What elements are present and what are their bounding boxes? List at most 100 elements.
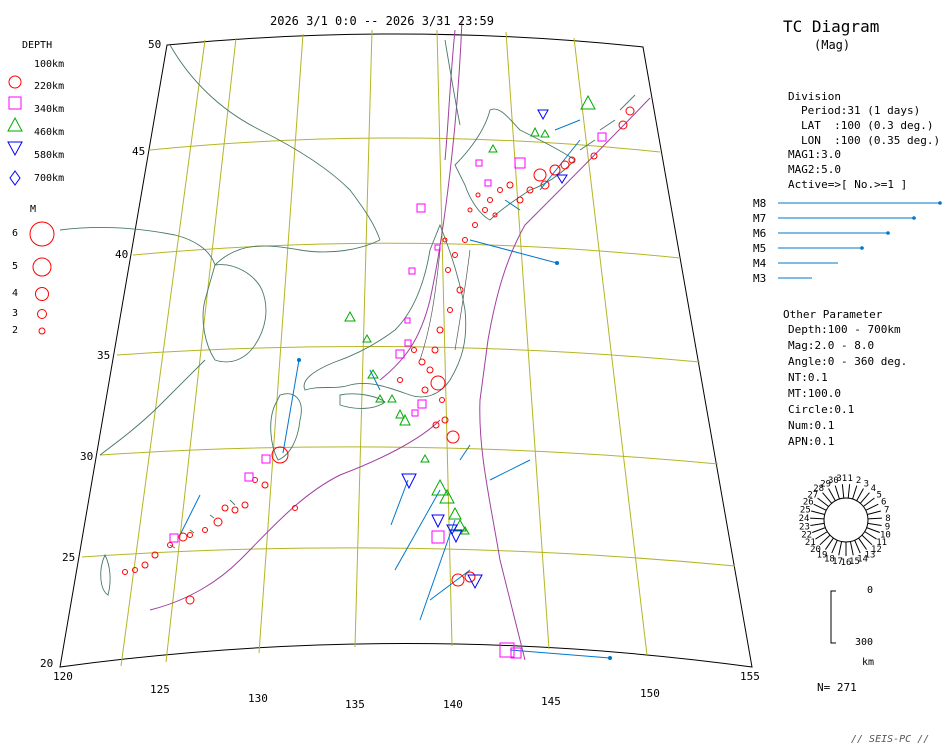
day-rose-spoke <box>812 527 826 533</box>
vector-endpoints <box>297 261 612 660</box>
footer-credit: // SEIS-PC // <box>851 734 930 745</box>
day-rose-number: 13 <box>865 550 876 560</box>
events-340km <box>169 132 607 659</box>
depth-scale-top: 0 <box>867 585 874 596</box>
day-rose-spoke <box>863 497 875 507</box>
active-label: Active=>[ No.>=1 ] <box>788 178 908 191</box>
plate-boundaries <box>149 19 651 661</box>
day-rose-spoke <box>834 485 840 500</box>
day-rose-number: 3 <box>864 479 869 489</box>
division-line: LON :100 (0.35 deg.) <box>801 134 941 147</box>
division-title: Division <box>788 90 841 103</box>
other-line: NT:0.1 <box>788 371 828 384</box>
lon-label: 125 <box>150 683 170 696</box>
day-rose-number: 4 <box>871 484 876 494</box>
division-line: LAT :100 (0.3 deg.) <box>801 119 934 132</box>
other-line: APN:0.1 <box>788 435 835 448</box>
lon-label: 140 <box>443 698 463 711</box>
diagram-title: TC Diagram <box>783 17 880 36</box>
mag-scale-label: M5 <box>753 242 767 255</box>
day-rose-spoke <box>841 484 845 499</box>
day-rose-spoke <box>847 484 851 499</box>
day-rose-spoke <box>815 531 828 540</box>
day-rose-number: 10 <box>880 531 891 541</box>
day-rose-spoke <box>838 541 843 556</box>
depth-scale-bar <box>830 590 836 644</box>
day-rose-number: 6 <box>881 498 886 508</box>
mag-scale-label: M6 <box>753 227 767 240</box>
magnitude-legend-label: 5 <box>12 261 19 272</box>
event-count: N= 271 <box>817 681 857 694</box>
day-rose-number: 5 <box>877 490 882 500</box>
day-rose-spoke <box>817 497 829 507</box>
depth-legend-label: 460km <box>34 127 65 138</box>
day-rose-spoke <box>810 522 825 526</box>
day-rose-spoke <box>831 540 838 554</box>
day-rose-number: 26 <box>803 498 814 508</box>
magnitude-legend-label: 2 <box>12 325 19 336</box>
day-rose-number: 9 <box>885 522 890 532</box>
day-rose-number: 20 <box>810 545 821 555</box>
mag1-label: MAG1:3.0 <box>788 148 841 161</box>
events-220km <box>122 106 635 605</box>
other-line: Mag:2.0 - 8.0 <box>788 339 875 352</box>
day-rose-spoke <box>867 522 882 526</box>
day-rose-spoke <box>828 488 836 502</box>
other-line: Circle:0.1 <box>788 403 855 416</box>
day-rose-spoke <box>810 517 825 520</box>
lat-label: 50 <box>148 38 162 51</box>
lat-label: 35 <box>97 349 111 362</box>
magnitude-scale-lines <box>778 202 940 279</box>
depth-legend-symbols <box>7 75 23 186</box>
magnitude-legend-label: 4 <box>12 288 19 299</box>
day-rose-number: 23 <box>799 522 810 532</box>
lat-label: 20 <box>40 657 54 670</box>
day-rose-number: 1 <box>848 474 853 484</box>
day-rose-number: 29 <box>820 479 831 489</box>
day-rose-spoke <box>867 510 881 515</box>
mag-scale-label: M4 <box>753 257 767 270</box>
magnitude-legend-label: 6 <box>12 228 19 239</box>
graticule <box>81 29 736 667</box>
lon-label: 130 <box>248 692 268 705</box>
day-rose-spoke <box>822 492 833 504</box>
day-rose-spoke <box>866 527 880 533</box>
lat-label: 30 <box>80 450 94 463</box>
day-rose-number: 22 <box>801 531 812 541</box>
lat-label: 25 <box>62 551 76 564</box>
day-rose-spoke <box>865 503 879 511</box>
period-label: 2026 3/1 0:0 -- 2026 3/31 23:59 <box>270 14 494 28</box>
depth-legend-label: 580km <box>34 150 65 161</box>
events-460km <box>344 94 596 535</box>
day-rose-number: 28 <box>813 484 824 494</box>
day-rose-spoke <box>856 488 864 502</box>
magnitude-legend-title: M <box>30 204 37 215</box>
day-rose-spoke <box>859 492 870 504</box>
other-line: Depth:100 - 700km <box>788 323 901 336</box>
day-rose-number: 27 <box>807 490 818 500</box>
other-title: Other Parameter <box>783 308 883 321</box>
day-rose-spoke <box>854 540 861 554</box>
day-rose-number: 12 <box>871 545 882 555</box>
division-line: Period:31 (1 days) <box>801 104 921 117</box>
depth-legend-label: 100km <box>34 59 65 70</box>
day-rose-number: 8 <box>885 514 890 524</box>
day-rose <box>810 484 882 556</box>
day-rose-number: 30 <box>828 476 839 486</box>
other-line: MT:100.0 <box>788 387 841 400</box>
other-line: Num:0.1 <box>788 419 835 432</box>
lon-label: 150 <box>640 687 660 700</box>
day-rose-number: 2 <box>856 476 861 486</box>
day-rose-number: 31 <box>836 474 847 484</box>
mag-scale-label: M3 <box>753 272 767 285</box>
mag-scale-label: M7 <box>753 212 767 225</box>
lon-label: 145 <box>541 695 561 708</box>
day-rose-spoke <box>849 541 854 556</box>
depth-legend-title: DEPTH <box>22 40 53 51</box>
day-rose-number: 11 <box>876 538 887 548</box>
depth-legend-label: 700km <box>34 173 65 184</box>
day-rose-spoke <box>864 531 877 540</box>
day-rose-spoke <box>858 537 867 550</box>
day-rose-number: 16 <box>841 558 852 568</box>
depth-scale-unit: km <box>862 657 875 668</box>
